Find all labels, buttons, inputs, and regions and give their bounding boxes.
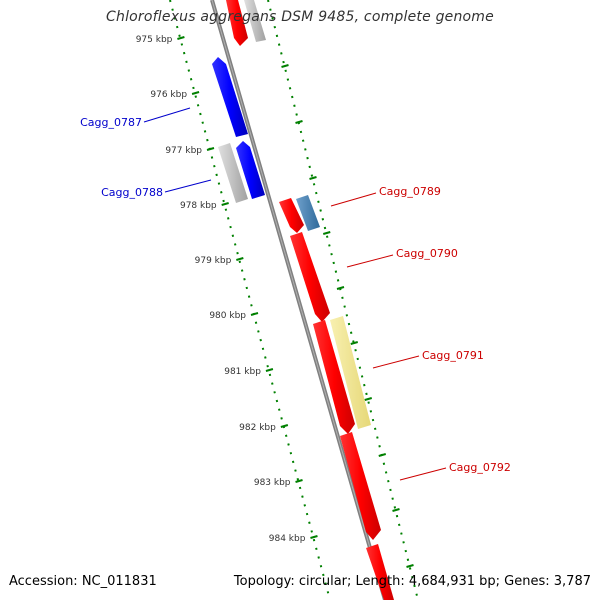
map-title: Chloroflexus aggregans DSM 9485, complet… bbox=[106, 9, 494, 25]
gene-khaki bbox=[330, 316, 371, 429]
right-tick bbox=[281, 64, 289, 68]
gene-label-cagg-0788: Cagg_0788 bbox=[101, 186, 163, 199]
connector-0788 bbox=[164, 179, 212, 193]
connector-0792 bbox=[399, 467, 447, 481]
gene-red-bottom bbox=[366, 544, 394, 600]
kbp-label: 979 kbp bbox=[195, 256, 232, 266]
gene-label-cagg-0792: Cagg_0792 bbox=[449, 461, 511, 474]
right-tick bbox=[350, 341, 359, 345]
gene-label-cagg-0791: Cagg_0791 bbox=[422, 349, 484, 362]
kbp-tick bbox=[310, 535, 318, 539]
right-tick bbox=[364, 397, 373, 401]
gene-grey-0788 bbox=[218, 143, 248, 203]
kbp-label: 982 kbp bbox=[239, 423, 276, 433]
right-tick bbox=[309, 176, 317, 180]
kbp-tick bbox=[221, 202, 229, 206]
kbp-label: 981 kbp bbox=[224, 367, 261, 377]
kbp-label: 984 kbp bbox=[269, 534, 306, 544]
kbp-tick bbox=[280, 424, 289, 428]
connector-0791 bbox=[372, 355, 420, 369]
summary-text: Topology: circular; Length: 4,684,931 bp… bbox=[233, 574, 591, 589]
kbp-tick bbox=[236, 257, 244, 261]
gene-label-cagg-0790: Cagg_0790 bbox=[396, 247, 458, 260]
gene-cagg-0790 bbox=[290, 232, 330, 322]
kbp-ticks bbox=[177, 36, 318, 539]
gene-cagg-0792 bbox=[340, 432, 381, 540]
gene-label-cagg-0789: Cagg_0789 bbox=[379, 185, 441, 198]
right-ticks bbox=[281, 64, 414, 568]
accession-text: Accession: NC_011831 bbox=[9, 574, 157, 589]
kbp-tick bbox=[191, 91, 200, 95]
kbp-tick bbox=[177, 36, 185, 40]
gene-steel-blue bbox=[296, 195, 320, 231]
kbp-label: 980 kbp bbox=[209, 311, 246, 321]
right-tick bbox=[406, 564, 414, 568]
right-tick bbox=[295, 120, 303, 124]
gene-blue-0788 bbox=[236, 141, 265, 199]
left-guide-line bbox=[169, 0, 331, 601]
kbp-label: 978 kbp bbox=[180, 201, 217, 211]
kbp-label: 983 kbp bbox=[254, 478, 291, 488]
kbp-tick bbox=[250, 312, 259, 316]
connector-0789 bbox=[330, 192, 377, 207]
right-tick bbox=[336, 286, 345, 290]
kbp-label: 975 kbp bbox=[136, 35, 173, 45]
gene-cagg-0787 bbox=[212, 57, 248, 137]
right-tick bbox=[378, 453, 387, 457]
gene-grey-top bbox=[244, 0, 266, 42]
kbp-label: 976 kbp bbox=[150, 90, 187, 100]
gene-cagg-0789 bbox=[279, 198, 304, 233]
right-tick bbox=[392, 508, 400, 512]
kbp-label: 977 kbp bbox=[165, 146, 202, 156]
gene-label-cagg-0787: Cagg_0787 bbox=[80, 116, 142, 129]
gene-cagg-0791 bbox=[313, 320, 355, 434]
right-tick bbox=[322, 231, 331, 235]
kbp-tick bbox=[295, 479, 303, 483]
kbp-tick bbox=[265, 368, 274, 372]
gene-red-top bbox=[226, 0, 248, 46]
kbp-tick bbox=[206, 147, 215, 151]
connector-0790 bbox=[346, 254, 394, 268]
connector-0787 bbox=[143, 107, 191, 123]
